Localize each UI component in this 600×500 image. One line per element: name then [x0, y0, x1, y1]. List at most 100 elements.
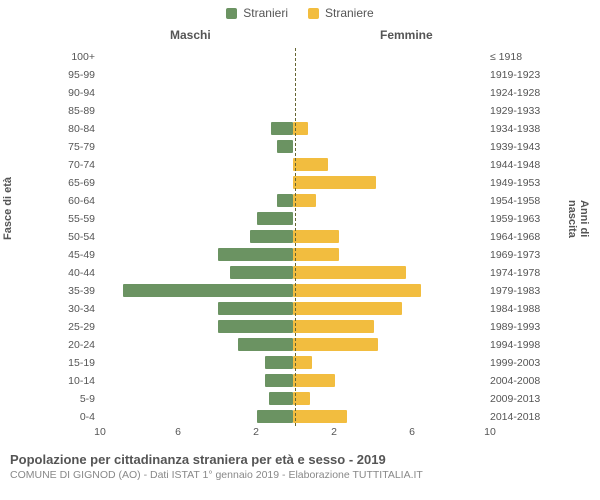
birth-label: 1974-1978	[485, 267, 545, 279]
birth-label: 1964-1968	[485, 231, 545, 243]
pyramid-row: 35-391979-1983	[55, 282, 545, 300]
age-label: 5-9	[55, 393, 100, 405]
age-label: 60-64	[55, 195, 100, 207]
x-tick: 2	[253, 426, 259, 438]
birth-label: 1989-1993	[485, 321, 545, 333]
pyramid-row: 30-341984-1988	[55, 300, 545, 318]
pyramid-row: 75-791939-1943	[55, 138, 545, 156]
bar-pair	[100, 264, 485, 282]
pyramid-row: 50-54 1964-1968	[55, 228, 545, 246]
bar-female	[293, 410, 348, 423]
age-label: 15-19	[55, 357, 100, 369]
age-label: 55-59	[55, 213, 100, 225]
age-label: 45-49	[55, 249, 100, 261]
bar-female	[293, 338, 379, 351]
pyramid-row: 70-741944-1948	[55, 156, 545, 174]
birth-label: 1984-1988	[485, 303, 545, 315]
birth-label: 1999-2003	[485, 357, 545, 369]
birth-label: 1949-1953	[485, 177, 545, 189]
bar-pair	[100, 300, 485, 318]
bar-female	[293, 176, 377, 189]
bar-pair	[100, 120, 485, 138]
bar-male	[230, 266, 292, 279]
bar-female	[293, 230, 340, 243]
center-line	[295, 48, 296, 426]
age-label: 65-69	[55, 177, 100, 189]
x-tick: 10	[484, 426, 496, 438]
pyramid-row: 60-641954-1958	[55, 192, 545, 210]
bar-pair	[100, 354, 485, 372]
pyramid-row: 5-9 2009-2013	[55, 390, 545, 408]
age-label: 70-74	[55, 159, 100, 171]
pyramid-row: 90-941924-1928	[55, 84, 545, 102]
age-label: 20-24	[55, 339, 100, 351]
bar-male	[277, 140, 293, 153]
pyramid-row: 85-891929-1933	[55, 102, 545, 120]
age-label: 50-54	[55, 231, 100, 243]
age-label: 100+	[55, 51, 100, 63]
pyramid-row: 25-291989-1993	[55, 318, 545, 336]
bar-pair	[100, 336, 485, 354]
pyramid-row: 0-42014-2018	[55, 408, 545, 426]
birth-label: 1994-1998	[485, 339, 545, 351]
birth-label: 1969-1973	[485, 249, 545, 261]
birth-label: 2009-2013	[485, 393, 545, 405]
bar-pair	[100, 282, 485, 300]
bar-pair	[100, 66, 485, 84]
bar-male	[218, 302, 292, 315]
pyramid-row: 65-69 1949-1953	[55, 174, 545, 192]
pyramid-chart: 100+≤ 191895-991919-192390-941924-192885…	[55, 48, 545, 448]
pyramid-row: 40-44 1974-1978	[55, 264, 545, 282]
bar-male	[257, 410, 292, 423]
bar-pair	[100, 84, 485, 102]
x-tick: 6	[175, 426, 181, 438]
birth-label: 1934-1938	[485, 123, 545, 135]
bar-male	[218, 320, 292, 333]
age-label: 10-14	[55, 375, 100, 387]
pyramid-row: 10-14 2004-2008	[55, 372, 545, 390]
header-male: Maschi	[170, 28, 211, 42]
legend-label-male: Stranieri	[243, 6, 288, 20]
bar-male	[269, 392, 292, 405]
x-tick: 2	[331, 426, 337, 438]
bar-female	[293, 302, 402, 315]
x-tick: 6	[409, 426, 415, 438]
bar-male	[265, 356, 292, 369]
age-label: 75-79	[55, 141, 100, 153]
x-tick: 10	[94, 426, 106, 438]
header-female: Femmine	[380, 28, 433, 42]
age-label: 40-44	[55, 267, 100, 279]
bar-male	[123, 284, 293, 297]
swatch-female	[308, 8, 319, 19]
age-label: 80-84	[55, 123, 100, 135]
legend: Stranieri Straniere	[0, 0, 600, 20]
footer: Popolazione per cittadinanza straniera p…	[10, 452, 590, 481]
bar-male	[238, 338, 293, 351]
birth-label: ≤ 1918	[485, 51, 545, 63]
bar-male	[271, 122, 292, 135]
legend-item-male: Stranieri	[226, 6, 288, 20]
bar-male	[265, 374, 292, 387]
bar-pair	[100, 156, 485, 174]
x-axis: 10622610	[100, 426, 490, 444]
birth-label: 1959-1963	[485, 213, 545, 225]
bar-pair	[100, 48, 485, 66]
chart-subtitle: COMUNE DI GIGNOD (AO) - Dati ISTAT 1° ge…	[10, 469, 590, 481]
bar-pair	[100, 390, 485, 408]
bar-female	[293, 266, 406, 279]
bar-pair	[100, 210, 485, 228]
age-label: 85-89	[55, 105, 100, 117]
yaxis-left-title: Fasce di età	[2, 177, 14, 240]
bar-pair	[100, 102, 485, 120]
bar-female	[293, 194, 316, 207]
bar-pair	[100, 138, 485, 156]
birth-label: 2004-2008	[485, 375, 545, 387]
bar-female	[293, 158, 328, 171]
bar-pair	[100, 372, 485, 390]
pyramid-row: 100+ ≤ 1918	[55, 48, 545, 66]
pyramid-row: 80-84 1934-1938	[55, 120, 545, 138]
bar-male	[218, 248, 292, 261]
pyramid-row: 55-59 1959-1963	[55, 210, 545, 228]
bar-female	[293, 320, 375, 333]
birth-label: 1919-1923	[485, 69, 545, 81]
